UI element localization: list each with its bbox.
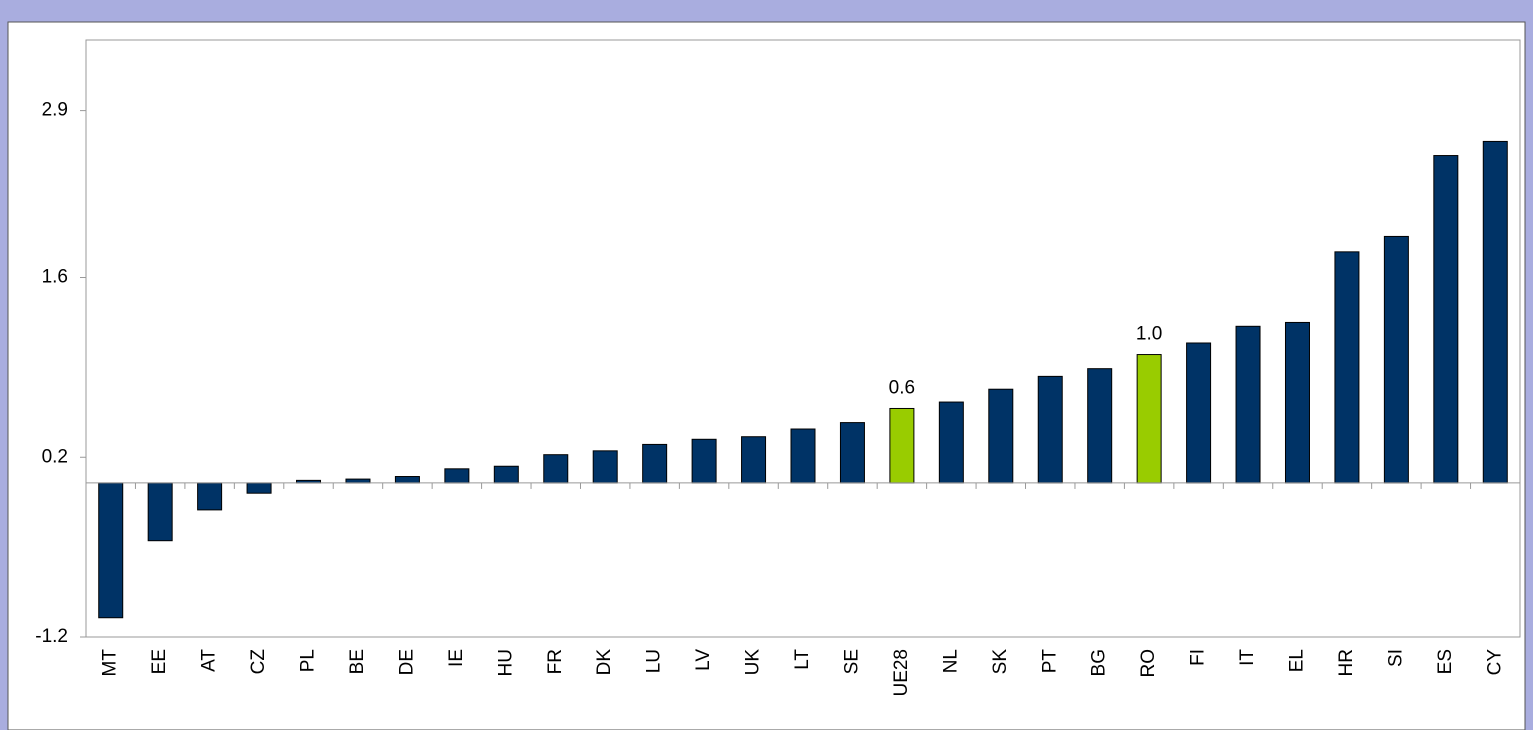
value-label: 1.0 bbox=[1136, 324, 1162, 345]
plot-area bbox=[85, 39, 1521, 638]
x-tick-label: PT bbox=[1039, 649, 1060, 674]
bar bbox=[938, 401, 964, 484]
x-tick-label: PL bbox=[298, 649, 319, 672]
bar bbox=[1087, 368, 1113, 484]
bar bbox=[691, 438, 717, 484]
bar bbox=[543, 454, 569, 484]
bar bbox=[790, 428, 816, 484]
x-tick-label: HR bbox=[1336, 649, 1357, 676]
x-tick-label: EE bbox=[149, 649, 170, 674]
bar bbox=[98, 482, 124, 619]
bar bbox=[1037, 375, 1063, 484]
x-tick-label: CY bbox=[1484, 649, 1505, 676]
x-tick-label: HU bbox=[495, 649, 516, 676]
bar bbox=[592, 450, 618, 484]
x-tick-label: CZ bbox=[248, 649, 269, 675]
bar bbox=[444, 468, 470, 484]
bar bbox=[642, 443, 668, 484]
x-tick-label: FR bbox=[545, 649, 566, 674]
x-tick-label: SK bbox=[990, 649, 1011, 675]
x-tick-label: LV bbox=[693, 649, 714, 671]
x-tick-label: LU bbox=[644, 649, 665, 673]
bar bbox=[988, 388, 1014, 484]
x-tick-label: UE28 bbox=[891, 649, 912, 697]
x-tick-label: IT bbox=[1237, 649, 1258, 666]
y-tick-label: 0.2 bbox=[42, 446, 68, 467]
bar bbox=[1383, 235, 1409, 484]
x-tick-label: UK bbox=[743, 649, 764, 676]
bar bbox=[1136, 354, 1162, 484]
x-tick-label: MT bbox=[100, 649, 121, 677]
bar bbox=[246, 482, 272, 494]
value-label: 0.6 bbox=[889, 377, 915, 398]
bar bbox=[1482, 140, 1508, 484]
x-tick-label: FI bbox=[1188, 649, 1209, 666]
bar bbox=[1334, 251, 1360, 484]
x-tick-label: NL bbox=[940, 649, 961, 673]
x-tick-label: AT bbox=[199, 649, 220, 672]
bar bbox=[197, 482, 223, 511]
bar bbox=[839, 422, 865, 484]
bar bbox=[147, 482, 173, 542]
bar bbox=[493, 465, 519, 484]
bar bbox=[889, 407, 915, 484]
x-tick-label: BE bbox=[347, 649, 368, 674]
bar bbox=[1433, 155, 1459, 484]
bar bbox=[1235, 325, 1261, 484]
x-tick-label: IE bbox=[446, 649, 467, 667]
y-tick-label: -1.2 bbox=[35, 626, 68, 647]
x-tick-label: LT bbox=[792, 649, 813, 670]
bar bbox=[345, 478, 371, 484]
chart-panel bbox=[7, 21, 1526, 730]
x-tick-label: ES bbox=[1435, 649, 1456, 674]
y-tick-label: 2.9 bbox=[42, 100, 68, 121]
x-tick-label: DE bbox=[396, 649, 417, 675]
x-tick-label: DK bbox=[594, 649, 615, 676]
x-tick-label: SE bbox=[841, 649, 862, 674]
bar bbox=[1186, 342, 1212, 484]
bar bbox=[1284, 321, 1310, 484]
bar bbox=[394, 476, 420, 484]
x-tick-label: SI bbox=[1385, 649, 1406, 667]
bar bbox=[741, 436, 767, 484]
x-tick-label: RO bbox=[1138, 649, 1159, 678]
y-tick-label: 1.6 bbox=[42, 267, 68, 288]
x-tick-label: EL bbox=[1286, 649, 1307, 672]
x-tick-label: BG bbox=[1089, 649, 1110, 676]
